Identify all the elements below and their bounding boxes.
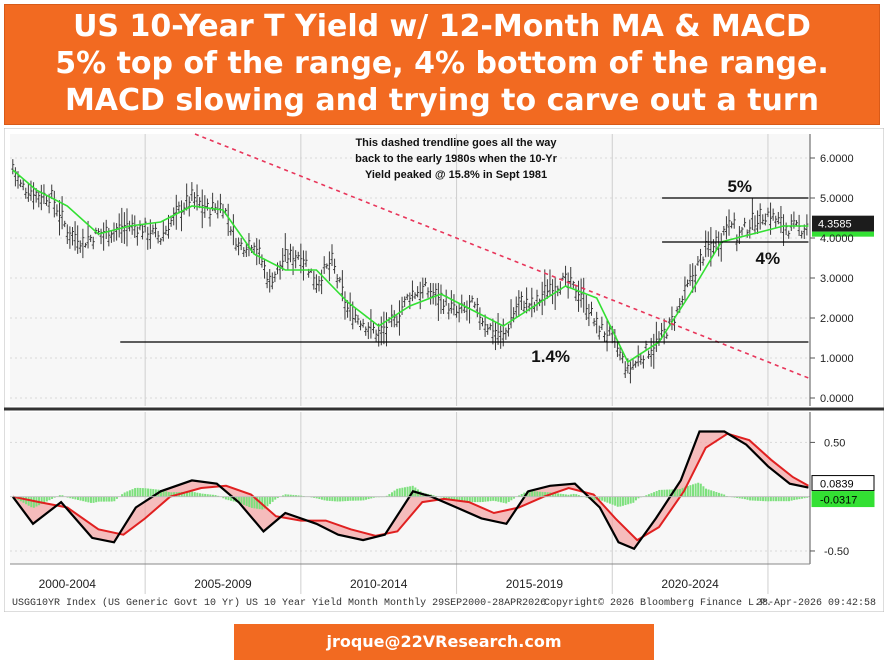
macd-tick-label: -0.50 — [824, 546, 849, 558]
trendline-note: This dashed trendline goes all the way — [355, 137, 557, 149]
x-tick-label: 2000-2004 — [39, 577, 97, 591]
price-tick-label: 1.0000 — [820, 353, 854, 365]
title-line-2: 5% top of the range, 4% bottom of the ra… — [55, 46, 829, 81]
source-timestamp: 28-Apr-2026 09:42:58 — [756, 598, 876, 609]
x-tick-label: 2005-2009 — [194, 577, 252, 591]
price-tick-label: 5.0000 — [820, 193, 854, 205]
trendline-note: back to the early 1980s when the 10-Yr — [355, 153, 557, 165]
price-tick-label: 2.0000 — [820, 313, 854, 325]
x-tick-label: 2010-2014 — [350, 577, 408, 591]
price-tick-label: 3.0000 — [820, 273, 854, 285]
source-copyright: Copyright© 2026 Bloomberg Finance L.P. — [544, 597, 772, 609]
macd-value-label: -0.0317 — [820, 495, 857, 507]
long-term-trendline — [194, 133, 809, 379]
title-banner: US 10-Year T Yield w/ 12-Month MA & MACD… — [4, 4, 880, 125]
trendline-note: Yield peaked @ 15.8% in Sept 1981 — [365, 169, 547, 181]
signal-line — [12, 432, 809, 542]
price-tick-label: 6.0000 — [820, 153, 854, 165]
ma-value-marker — [812, 231, 874, 237]
x-tick-label: 2020-2024 — [661, 577, 719, 591]
annotations: This dashed trendline goes all the way ba… — [120, 133, 875, 508]
axes: 6.0000 5.0000 4.0000 3.0000 2.0000 1.0000 0.00… — [4, 134, 884, 609]
yield-macd-chart: This dashed trendline goes all the way ba… — [4, 128, 884, 612]
macd-signal-cloud — [13, 431, 808, 549]
level-label: 1.4% — [531, 347, 570, 366]
title-line-3: MACD slowing and trying to carve out a t… — [64, 83, 820, 118]
macd-value-box — [811, 475, 875, 492]
macd-cloud — [13, 431, 808, 549]
source-left: USGG10YR Index (US Generic Govt 10 Yr) U… — [12, 597, 546, 609]
series-lines — [10, 169, 810, 551]
level-label: 5% — [727, 177, 752, 196]
x-tick-label: 2015-2019 — [506, 577, 564, 591]
last-value-box — [812, 215, 874, 232]
price-tick-label: 0.0000 — [820, 393, 854, 405]
last-value-label: 4.3585 — [818, 219, 852, 231]
contact-email: jroque@22VResearch.com — [234, 624, 654, 660]
macd-value-box — [811, 491, 875, 508]
price-tick-label: 4.0000 — [820, 233, 854, 245]
level-label: 4% — [756, 249, 781, 268]
moving-average-line — [12, 169, 809, 364]
price-plot-area — [10, 134, 810, 406]
macd-tick-label: 0.50 — [824, 437, 845, 449]
title-line-1: US 10-Year T Yield w/ 12-Month MA & MACD — [73, 9, 811, 44]
macd-value-label: 0.0839 — [820, 479, 854, 491]
